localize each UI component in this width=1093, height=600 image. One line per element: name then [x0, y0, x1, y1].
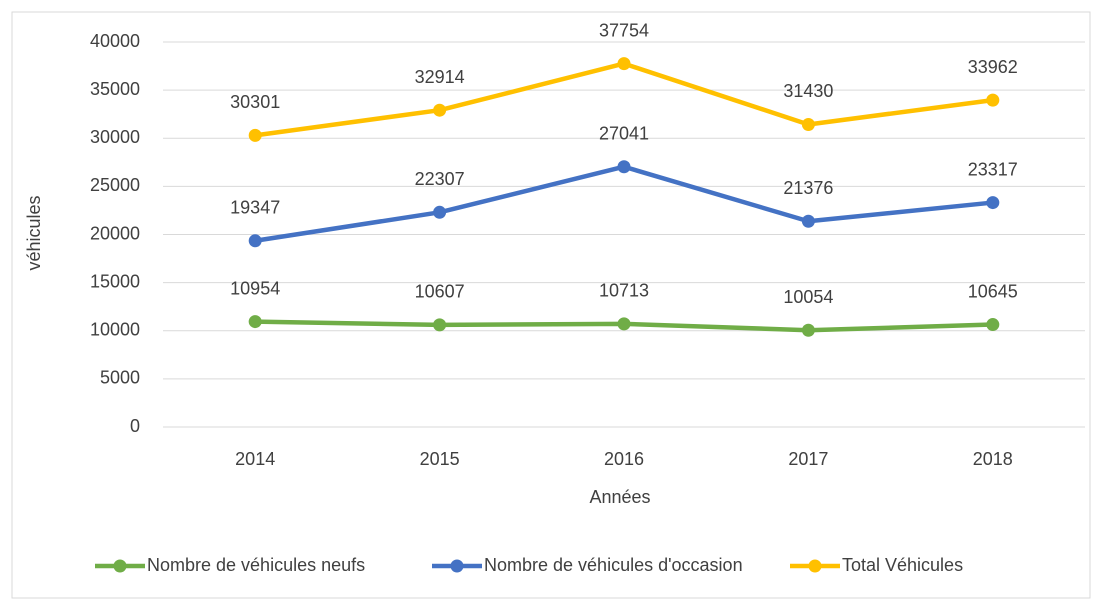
x-tick-label: 2017 [788, 449, 828, 469]
x-tick-label: 2014 [235, 449, 275, 469]
point [433, 103, 447, 117]
data-label: 22307 [415, 169, 465, 189]
data-label: 33962 [968, 57, 1018, 77]
point [617, 160, 631, 174]
y-tick-label: 35000 [90, 79, 140, 99]
point [986, 318, 1000, 332]
data-label: 30301 [230, 92, 280, 112]
data-label: 37754 [599, 20, 649, 40]
point [248, 128, 262, 142]
y-tick-label: 10000 [90, 320, 140, 340]
point [617, 317, 631, 331]
y-tick-label: 20000 [90, 223, 140, 243]
legend-marker [113, 559, 127, 573]
legend-label: Nombre de véhicules d'occasion [484, 555, 743, 575]
y-axis-label: véhicules [24, 195, 44, 270]
data-label: 23317 [968, 159, 1018, 179]
y-tick-label: 5000 [100, 368, 140, 388]
legend-label: Nombre de véhicules neufs [147, 555, 365, 575]
y-tick-label: 40000 [90, 31, 140, 51]
data-label: 19347 [230, 198, 280, 218]
x-axis-label: Années [589, 487, 650, 507]
x-tick-label: 2015 [420, 449, 460, 469]
data-label: 10645 [968, 281, 1018, 301]
legend-marker [808, 559, 822, 573]
point [801, 214, 815, 228]
chart-frame [11, 11, 1091, 599]
point [433, 205, 447, 219]
data-label: 31430 [783, 81, 833, 101]
data-label: 10954 [230, 278, 280, 298]
legend-label: Total Véhicules [842, 555, 963, 575]
data-label: 10713 [599, 281, 649, 301]
y-tick-label: 15000 [90, 271, 140, 291]
y-tick-label: 30000 [90, 127, 140, 147]
y-tick-label: 0 [130, 416, 140, 436]
legend-marker [450, 559, 464, 573]
point [986, 93, 1000, 107]
data-label: 21376 [783, 178, 833, 198]
point [433, 318, 447, 332]
point [248, 315, 262, 329]
x-tick-label: 2016 [604, 449, 644, 469]
data-label: 10607 [415, 282, 465, 302]
x-tick-label: 2018 [973, 449, 1013, 469]
data-label: 32914 [415, 67, 465, 87]
point [801, 323, 815, 337]
y-tick-label: 25000 [90, 175, 140, 195]
point [617, 57, 631, 71]
data-label: 27041 [599, 123, 649, 143]
point [986, 196, 1000, 210]
data-label: 10054 [783, 287, 833, 307]
point [801, 117, 815, 131]
point [248, 234, 262, 248]
